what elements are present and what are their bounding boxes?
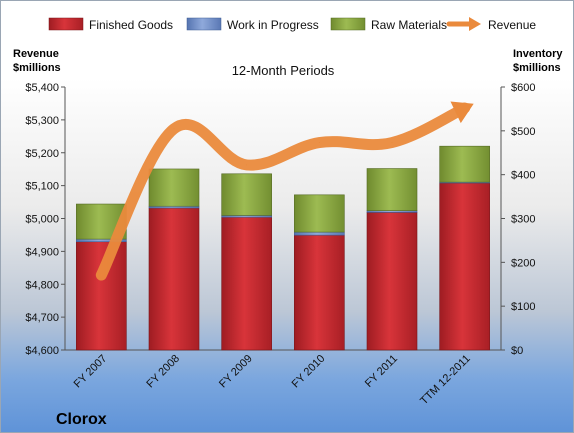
legend-label-revenue: Revenue <box>488 18 536 32</box>
bar-segment-finished-goods <box>148 207 200 351</box>
bar-segment-raw-materials <box>148 168 200 207</box>
bar-segment-raw-materials <box>221 173 272 216</box>
revenue-point <box>391 142 393 144</box>
left-tick-label: $5,100 <box>25 181 59 193</box>
left-axis-title-line1: Revenue <box>13 48 59 60</box>
right-tick-label: $100 <box>511 301 535 313</box>
x-axis-ticks: FY 2007 FY 2008 FY 2009 FY 2010 FY 2011 TTM 1… <box>72 353 473 408</box>
bar-segment-work-in-progress <box>294 231 345 236</box>
x-tick-label: FY 2011 <box>363 353 400 390</box>
revenue-arrowhead <box>450 101 474 124</box>
legend-label-finished-goods: Finished Goods <box>89 18 173 32</box>
left-tick-label: $5,400 <box>25 82 59 94</box>
legend-label-work-in-progress: Work in Progress <box>227 18 319 32</box>
right-axis-title-line2: $millions <box>513 62 561 74</box>
left-axis-title-line2: $millions <box>13 62 61 74</box>
left-tick-label: $5,000 <box>25 214 59 226</box>
x-tick-label: TTM 12-2011 <box>418 353 473 408</box>
revenue-point <box>464 107 466 109</box>
left-tick-label: $5,300 <box>25 115 59 127</box>
bar-segment-finished-goods <box>439 182 490 351</box>
right-tick-label: $300 <box>511 214 535 226</box>
right-tick-label: $600 <box>511 82 535 94</box>
right-tick-label: $500 <box>511 126 535 138</box>
left-tick-label: $4,800 <box>25 279 59 291</box>
right-axis-ticks: $0 $100 $200 $300 $400 $500 $600 <box>501 82 535 357</box>
right-tick-label: $200 <box>511 257 535 269</box>
left-tick-label: $5,200 <box>25 148 59 160</box>
company-name: Clorox <box>56 411 107 428</box>
bar-segment-raw-materials <box>439 145 490 183</box>
x-tick-label: FY 2010 <box>290 353 328 391</box>
left-tick-label: $4,700 <box>25 312 59 324</box>
bar-segment-raw-materials <box>366 168 418 211</box>
left-tick-label: $4,900 <box>25 246 59 258</box>
right-tick-label: $400 <box>511 170 535 182</box>
bar-segment-finished-goods <box>366 212 418 351</box>
left-tick-label: $4,600 <box>25 345 59 357</box>
x-tick-label: FY 2008 <box>144 353 182 391</box>
legend-swatch-revenue <box>446 17 481 31</box>
right-axis-title-line1: Inventory <box>513 48 563 60</box>
x-tick-label: FY 2007 <box>72 353 110 391</box>
revenue-line <box>95 102 471 281</box>
x-tick-label: FY 2009 <box>217 353 255 391</box>
legend-swatch-finished-goods <box>48 17 84 31</box>
revenue-line-group <box>95 101 474 281</box>
left-axis-ticks: $4,600 $4,700 $4,800 $4,900 $5,000 $5,100 $5,2… <box>25 82 65 357</box>
chart-subtitle: 12-Month Periods <box>232 63 335 78</box>
bar-segment-raw-materials <box>294 194 345 233</box>
bar-segment-finished-goods <box>221 216 272 351</box>
revenue-point <box>246 164 248 166</box>
right-tick-label: $0 <box>511 345 523 357</box>
legend-label-raw-materials: Raw Materials <box>371 18 447 32</box>
bar-segment-finished-goods <box>294 234 345 351</box>
legend-swatch-work-in-progress <box>186 17 222 31</box>
revenue-point <box>173 128 175 130</box>
revenue-point <box>318 142 320 144</box>
revenue-point <box>100 274 102 276</box>
bars-group <box>76 145 490 351</box>
bar-segment-finished-goods <box>76 241 127 351</box>
legend: Finished Goods Work in Progress Raw Mate… <box>48 17 536 32</box>
legend-swatch-raw-materials <box>330 17 366 31</box>
